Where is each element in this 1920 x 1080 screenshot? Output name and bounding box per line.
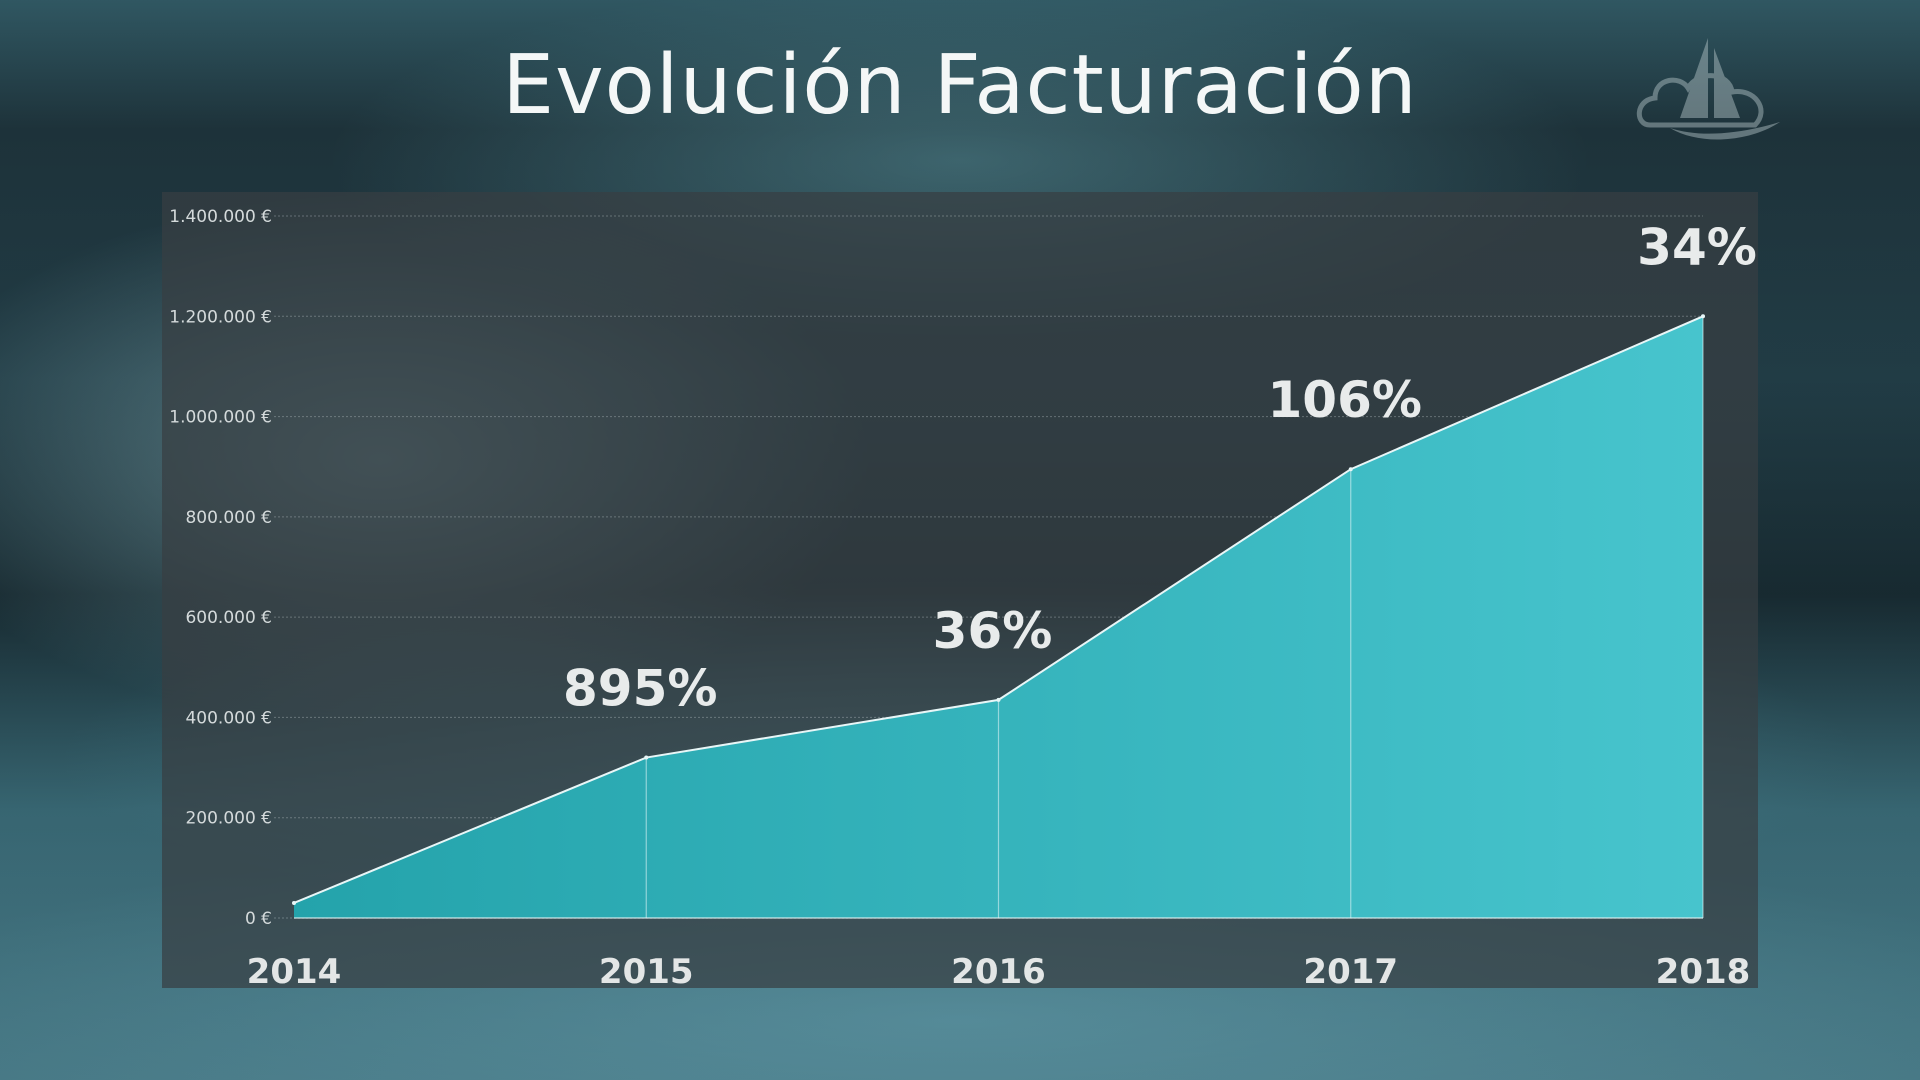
sailboat-cloud-logo-icon [1636, 38, 1780, 140]
growth-label-2017: 106% [1268, 371, 1422, 429]
data-point-2015 [644, 755, 649, 760]
growth-label-2015: 895% [563, 660, 717, 718]
y-tick-label: 200.000 € [185, 809, 272, 829]
x-tick-label: 2017 [1303, 952, 1398, 992]
y-tick-label: 1.000.000 € [169, 408, 272, 428]
x-tick-label: 2014 [247, 952, 342, 992]
x-tick-label: 2016 [951, 952, 1046, 992]
growth-label-2016: 36% [933, 602, 1053, 660]
y-tick-label: 600.000 € [185, 608, 272, 628]
page-title: Evolución Facturación [502, 38, 1418, 133]
data-point-2016 [996, 697, 1001, 702]
y-tick-label: 800.000 € [185, 508, 272, 528]
y-tick-label: 0 € [245, 909, 272, 929]
y-tick-label: 1.200.000 € [169, 307, 272, 327]
y-tick-label: 400.000 € [185, 708, 272, 728]
data-point-2018 [1701, 314, 1705, 319]
y-tick-label: 1.400.000 € [169, 207, 272, 227]
growth-label-2018: 34% [1637, 218, 1757, 276]
data-point-2014 [292, 900, 296, 905]
x-tick-label: 2015 [599, 952, 694, 992]
x-tick-label: 2018 [1656, 952, 1751, 992]
data-point-2017 [1348, 467, 1353, 472]
